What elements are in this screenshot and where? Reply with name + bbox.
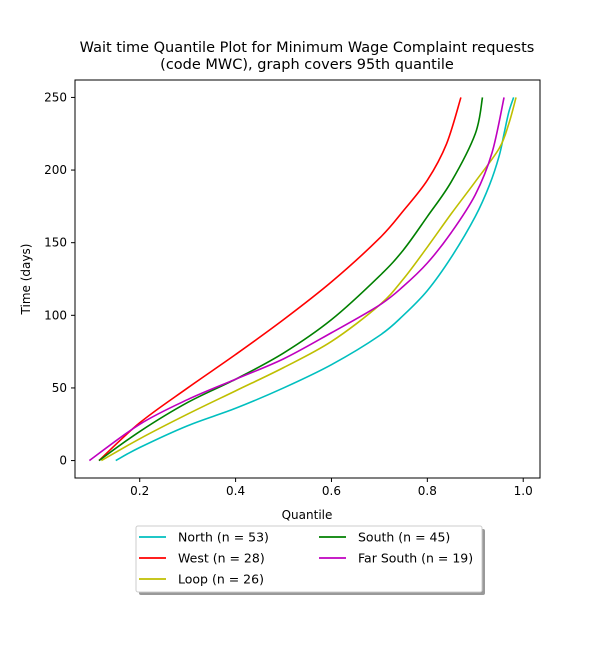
chart-title-line1: Wait time Quantile Plot for Minimum Wage… [80, 40, 535, 56]
y-tick-label: 200 [44, 163, 67, 177]
x-tick-label: 0.4 [226, 484, 245, 498]
series-line-south [98, 97, 484, 462]
y-tick-label: 100 [44, 308, 67, 322]
y-tick-label: 50 [52, 381, 67, 395]
legend: North (n = 53) West (n = 28) Loop (n = 26)… [135, 525, 485, 595]
x-tick-label: 0.6 [322, 484, 341, 498]
x-axis-label: Quantile [282, 508, 333, 522]
series-line-far-south [88, 97, 505, 462]
x-tick-label: 1.0 [514, 484, 533, 498]
y-tick-label: 0 [59, 454, 67, 468]
y-tick-label: 250 [44, 90, 67, 104]
legend-label-south: South (n = 45) [358, 530, 450, 545]
plot-frame [74, 79, 541, 479]
y-axis-label: Time (days) [19, 244, 33, 316]
series-layer [88, 97, 517, 462]
x-tick-label: 0.2 [130, 484, 149, 498]
y-tick-label: 150 [44, 236, 67, 250]
legend-label-far-south: Far South (n = 19) [358, 551, 473, 566]
legend-label-north: North (n = 53) [178, 530, 269, 545]
legend-items: North (n = 53) West (n = 28) Loop (n = 26)… [139, 530, 473, 587]
legend-label-west: West (n = 28) [178, 551, 265, 566]
x-tick-label: 0.8 [418, 484, 437, 498]
x-axis-ticks: 0.2 0.4 0.6 0.8 1.0 [130, 478, 533, 498]
legend-label-loop: Loop (n = 26) [178, 572, 264, 587]
legend-box [135, 525, 483, 593]
series-line-loop [100, 97, 517, 462]
y-axis-ticks: 0 50 100 150 200 250 [44, 90, 75, 468]
series-line-west [98, 97, 462, 462]
chart-title-line2: (code MWC), graph covers 95th quantile [160, 57, 454, 73]
